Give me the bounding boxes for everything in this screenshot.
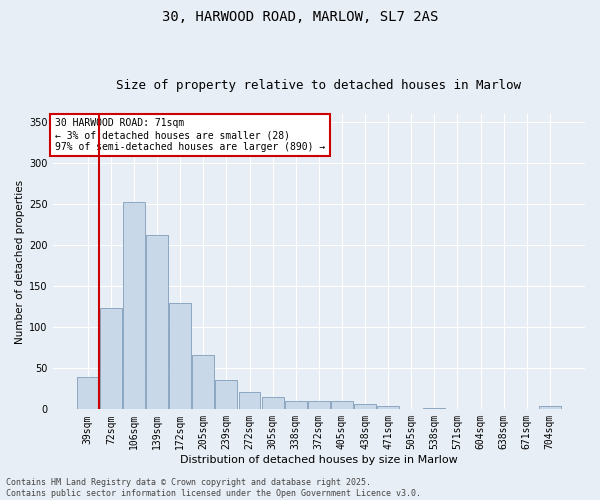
Bar [193, 355, 214, 410]
Bar [169, 302, 191, 410]
Y-axis label: Number of detached properties: Number of detached properties [15, 180, 25, 344]
X-axis label: Distribution of detached houses by size in Marlow: Distribution of detached houses by size … [180, 455, 458, 465]
Bar [100, 308, 122, 410]
Bar [354, 404, 376, 409]
Bar [400, 408, 422, 410]
Bar [239, 392, 260, 409]
Title: Size of property relative to detached houses in Marlow: Size of property relative to detached ho… [116, 79, 521, 92]
Bar [331, 401, 353, 409]
Text: Contains HM Land Registry data © Crown copyright and database right 2025.
Contai: Contains HM Land Registry data © Crown c… [6, 478, 421, 498]
Bar [470, 408, 491, 410]
Bar [215, 380, 238, 410]
Bar [123, 202, 145, 410]
Bar [77, 376, 99, 410]
Bar [424, 408, 445, 410]
Text: 30 HARWOOD ROAD: 71sqm
← 3% of detached houses are smaller (28)
97% of semi-deta: 30 HARWOOD ROAD: 71sqm ← 3% of detached … [55, 118, 326, 152]
Bar [308, 401, 330, 409]
Text: 30, HARWOOD ROAD, MARLOW, SL7 2AS: 30, HARWOOD ROAD, MARLOW, SL7 2AS [162, 10, 438, 24]
Bar [285, 401, 307, 409]
Bar [146, 234, 168, 410]
Bar [539, 406, 561, 409]
Bar [377, 406, 399, 409]
Bar [262, 397, 284, 409]
